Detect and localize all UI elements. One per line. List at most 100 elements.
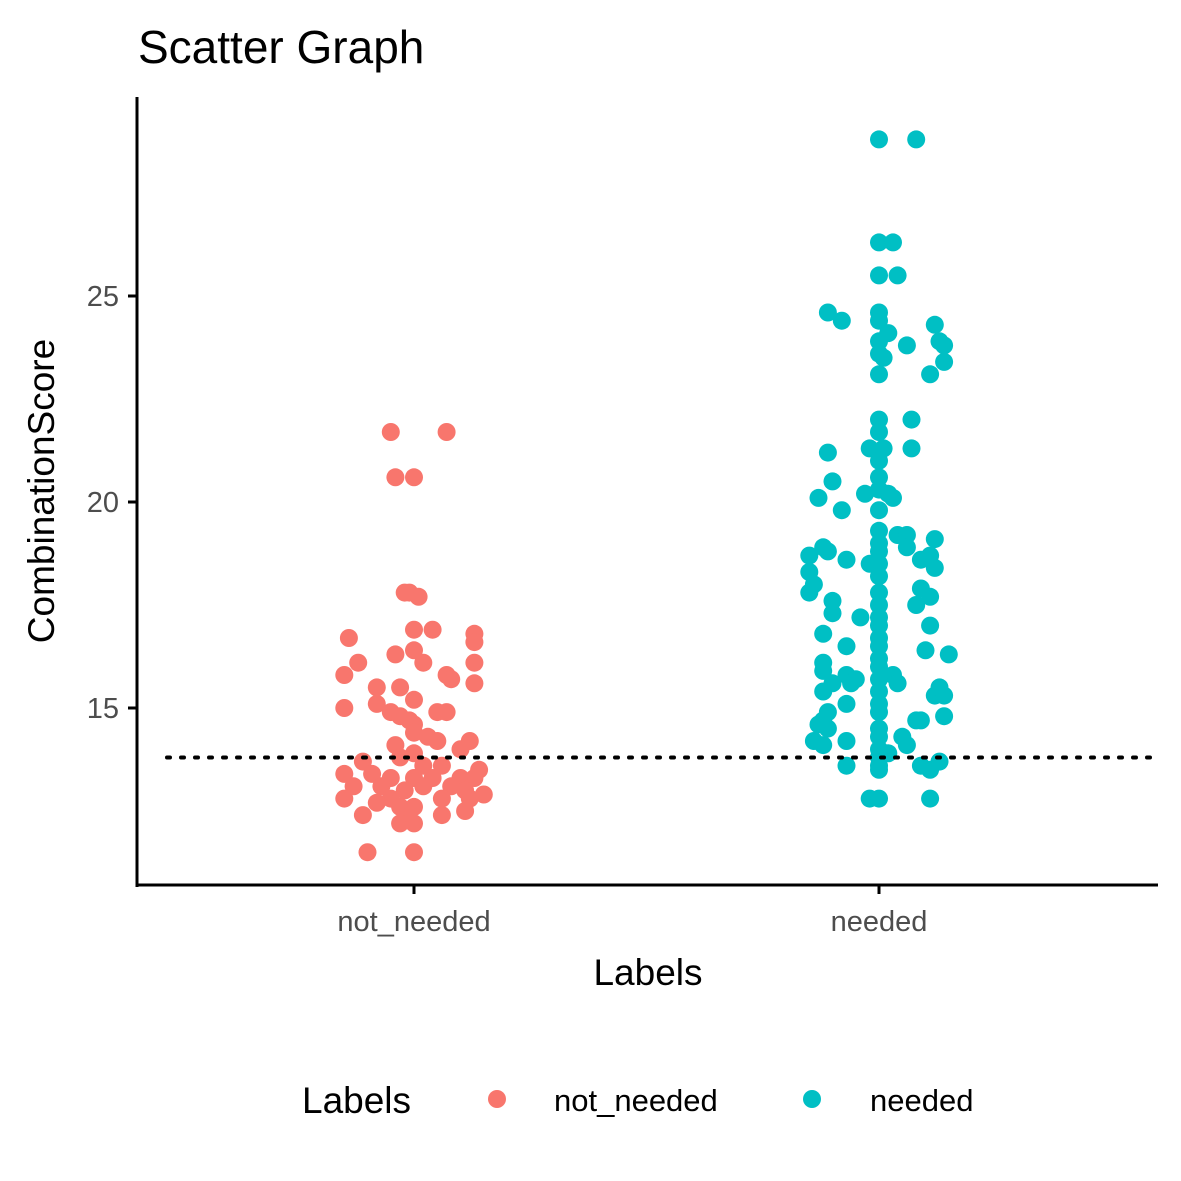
data-point-not-needed xyxy=(335,699,354,717)
data-point-needed xyxy=(870,451,888,470)
data-point-needed xyxy=(851,608,870,627)
data-point-needed xyxy=(870,657,888,676)
data-point-needed xyxy=(888,674,907,693)
y-axis-title: CombinationScore xyxy=(21,339,62,643)
data-point-needed xyxy=(870,682,888,701)
data-point-not-needed xyxy=(391,797,410,816)
data-point-needed xyxy=(870,266,888,285)
data-point-needed xyxy=(814,736,833,755)
data-point-not-needed xyxy=(335,764,354,783)
data-point-needed xyxy=(870,233,888,252)
data-point-not-needed xyxy=(386,468,405,487)
data-point-needed xyxy=(870,501,888,520)
data-point-needed xyxy=(921,616,940,635)
data-point-needed xyxy=(870,760,888,779)
data-point-not-needed xyxy=(432,756,451,775)
data-point-needed xyxy=(888,266,907,285)
data-point-needed xyxy=(870,703,888,722)
data-point-needed xyxy=(921,365,940,384)
data-point-needed xyxy=(837,694,856,713)
data-point-needed xyxy=(935,707,954,726)
data-point-needed xyxy=(925,530,944,549)
data-point-needed xyxy=(921,760,940,779)
data-point-not-needed xyxy=(437,423,456,441)
data-point-needed xyxy=(870,727,888,746)
data-point-needed xyxy=(870,789,888,808)
data-point-needed xyxy=(818,719,837,738)
data-point-not-needed xyxy=(353,806,372,825)
data-point-not-needed xyxy=(405,641,423,660)
data-point-needed xyxy=(837,732,856,750)
data-point-needed xyxy=(897,736,916,755)
data-point-not-needed xyxy=(437,703,456,722)
legend-label-not-needed: not_needed xyxy=(554,1083,718,1118)
legend-title: Labels xyxy=(302,1080,411,1121)
data-point-not-needed xyxy=(451,740,470,759)
data-point-needed xyxy=(907,596,926,614)
data-point-needed xyxy=(814,682,833,701)
data-point-not-needed xyxy=(432,806,451,825)
data-point-needed xyxy=(911,711,930,730)
data-point-not-needed xyxy=(349,653,368,672)
data-point-not-needed xyxy=(391,748,410,767)
data-point-needed xyxy=(870,637,888,656)
data-point-needed xyxy=(921,789,940,808)
data-point-needed xyxy=(897,526,916,544)
data-point-needed xyxy=(897,538,916,557)
data-point-needed xyxy=(837,756,856,775)
data-point-needed xyxy=(870,311,888,330)
data-point-not-needed xyxy=(456,802,475,820)
data-point-not-needed xyxy=(367,678,386,697)
data-point-needed xyxy=(800,583,819,602)
legend-marker-not-needed xyxy=(488,1090,506,1108)
data-point-not-needed xyxy=(405,814,423,833)
data-point-needed xyxy=(823,604,842,623)
data-point-needed xyxy=(911,550,930,569)
data-point-needed xyxy=(897,336,916,355)
data-point-needed xyxy=(870,365,888,384)
data-point-needed xyxy=(800,546,819,565)
legend: Labels not_needed needed xyxy=(302,1080,973,1121)
data-point-not-needed xyxy=(465,769,484,787)
data-point-not-needed xyxy=(405,690,423,709)
data-point-not-needed xyxy=(367,793,386,812)
data-point-needed xyxy=(925,315,944,334)
data-point-needed xyxy=(902,439,921,458)
data-point-not-needed xyxy=(414,756,433,775)
data-point-needed xyxy=(870,567,888,586)
data-point-needed xyxy=(870,423,888,441)
data-point-not-needed xyxy=(372,777,391,796)
data-point-needed xyxy=(832,311,851,330)
data-point-needed xyxy=(870,542,888,561)
data-point-not-needed xyxy=(335,666,354,684)
data-point-needed xyxy=(884,233,902,252)
data-point-needed xyxy=(935,686,954,705)
data-point-needed xyxy=(860,554,879,573)
data-point-needed xyxy=(814,624,833,643)
data-point-not-needed xyxy=(395,781,414,800)
data-point-needed xyxy=(856,484,874,503)
x-tick-label-needed: needed xyxy=(831,906,928,938)
data-point-not-needed xyxy=(391,678,410,697)
data-point-not-needed xyxy=(358,843,377,862)
data-point-needed xyxy=(837,550,856,569)
data-point-not-needed xyxy=(344,777,363,796)
data-point-needed xyxy=(818,303,837,322)
data-point-not-needed xyxy=(339,629,358,647)
data-point-not-needed xyxy=(395,583,414,602)
data-point-not-needed xyxy=(335,789,354,808)
data-point-not-needed xyxy=(386,645,405,664)
data-point-not-needed xyxy=(405,468,423,487)
data-point-not-needed xyxy=(405,620,423,639)
data-point-needed xyxy=(823,591,842,610)
data-point-not-needed xyxy=(442,670,461,689)
data-point-needed xyxy=(935,352,954,371)
data-point-needed xyxy=(935,336,954,355)
data-point-not-needed xyxy=(391,814,410,833)
data-point-needed xyxy=(837,637,856,656)
chart-title: Scatter Graph xyxy=(138,21,424,73)
data-point-needed xyxy=(925,558,944,577)
data-point-not-needed xyxy=(405,723,423,742)
data-point-not-needed xyxy=(381,423,400,441)
